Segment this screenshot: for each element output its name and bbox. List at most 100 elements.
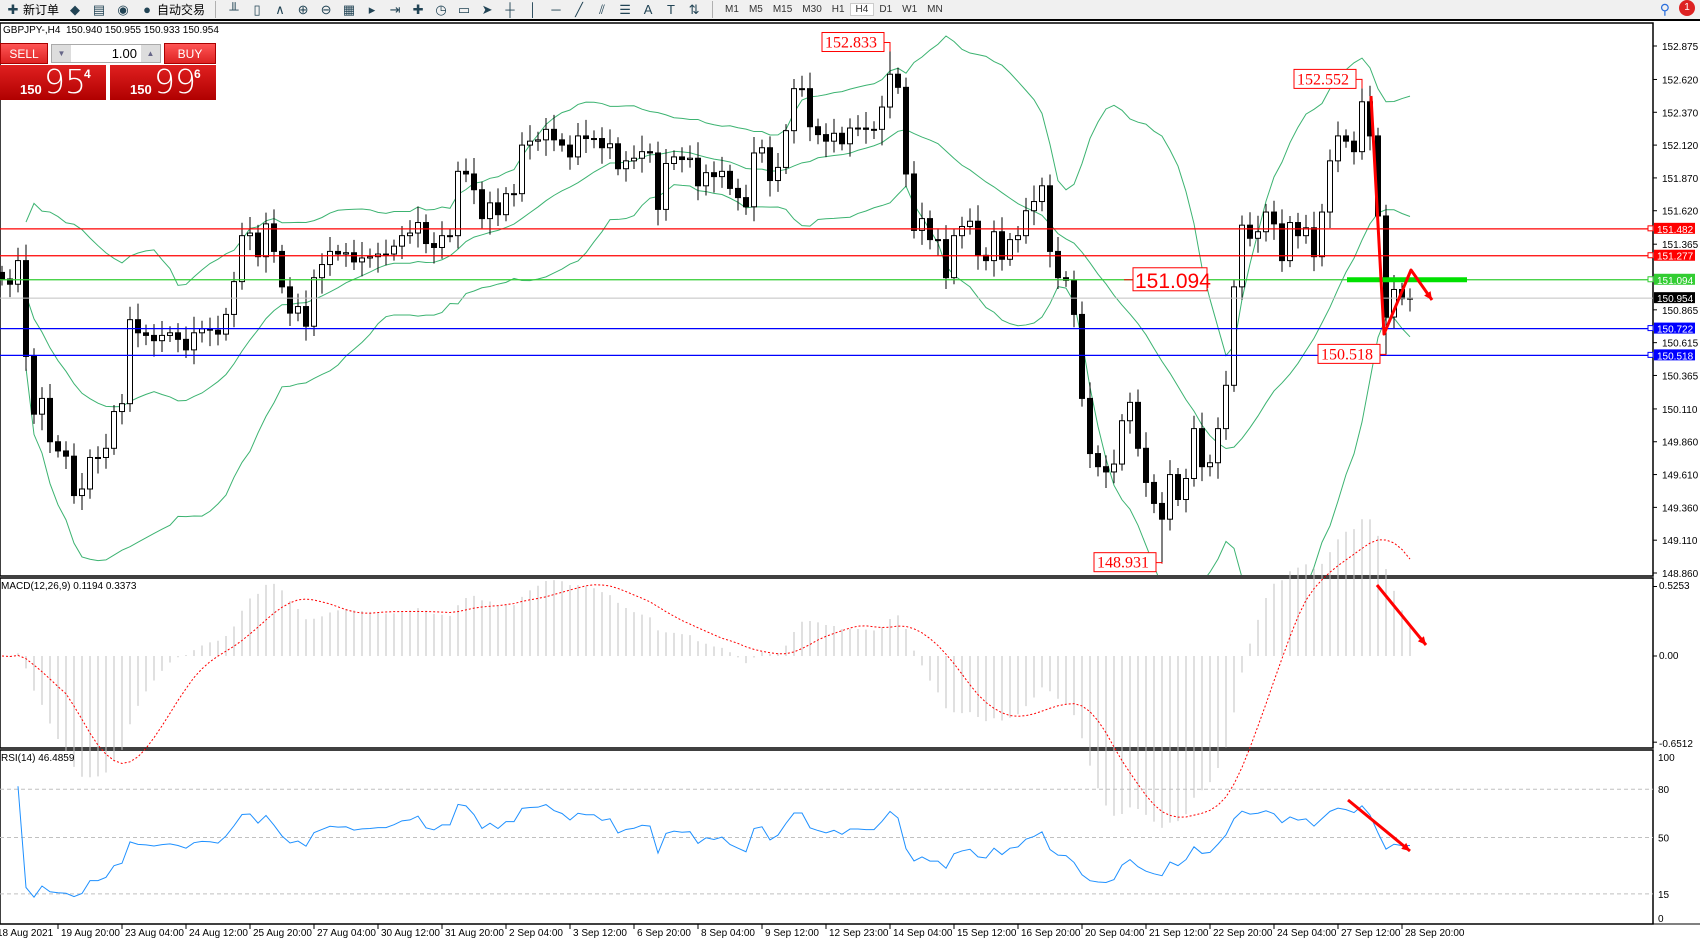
candle [431,232,437,264]
time-tick-label: 16 Sep 20:00 [1021,928,1081,939]
candle-body [1103,466,1109,473]
candle [79,472,85,510]
text-label-icon[interactable]: T [667,1,675,17]
volume-input[interactable]: 1.00 [111,46,137,61]
search-icon[interactable]: ⚲ [1659,1,1670,17]
volume-decrease-button[interactable]: ▼ [52,45,71,62]
macd-panel-frame [0,577,1654,749]
price-line-label: 150.722 [1657,325,1694,336]
new-order-button[interactable]: ✚ 新订单 [2,1,62,19]
bar-chart-icon[interactable]: ╨ [229,1,239,17]
candle-body [1087,397,1093,455]
candle [1303,214,1309,244]
volume-increase-button[interactable]: ▲ [141,45,160,62]
timeframe-d1[interactable]: D1 [879,4,893,15]
candle-chart-icon[interactable]: ▯ [253,1,261,17]
timeframe-m1[interactable]: M1 [725,4,739,15]
candle-body [615,143,621,170]
candle-body [119,403,125,413]
candle [535,131,541,151]
periods-icon[interactable]: ◷ [435,1,447,17]
chart-shift-icon[interactable]: ⇥ [389,1,401,17]
candle [1039,177,1045,212]
time-tick-label: 9 Sep 12:00 [765,928,819,939]
candle-body [807,88,813,128]
candle [1167,460,1173,531]
sell-button[interactable]: SELL [0,43,48,64]
candle [1287,215,1293,268]
timeframe-h1[interactable]: H1 [831,4,845,15]
candle-body [263,223,269,258]
candle-body [1119,420,1125,465]
timeframe-w1[interactable]: W1 [902,4,918,15]
arrows-icon[interactable]: ⇅ [688,1,700,17]
candle-body [663,162,669,210]
candle-body [399,235,405,247]
annotation-box [1132,267,1208,292]
candle-body [183,338,189,351]
candle [703,164,709,196]
autotrading-button[interactable]: ● 自动交易 [136,1,208,19]
sell-price-button[interactable]: 150 95 4 [0,62,106,101]
text-icon[interactable]: A [643,1,653,17]
timeframe-m30[interactable]: M30 [802,4,822,15]
candle-body [1183,477,1189,500]
candle-body [1311,227,1317,258]
zoom-in-icon[interactable]: ⊕ [297,1,309,17]
candle [911,161,917,239]
autoscroll-icon[interactable]: ▸ [368,1,376,17]
candle [999,217,1005,271]
buy-price-button[interactable]: 150 99 6 [110,62,216,101]
crosshair-icon[interactable]: ┼ [505,1,515,17]
candle-body [919,218,925,231]
candle [191,316,197,365]
trendline-icon[interactable]: ╱ [575,1,583,17]
candle [1151,474,1157,514]
candle [527,125,533,160]
line-chart-icon[interactable]: ∧ [275,1,285,17]
rsi-line [17,786,1411,898]
zoom-out-icon[interactable]: ⊖ [320,1,332,17]
timeframe-m15[interactable]: M15 [772,4,793,15]
indicators-icon[interactable]: ✚ [412,1,424,17]
market-watch-button[interactable]: ◆ [64,1,86,19]
horizontal-line-icon[interactable]: ─ [551,1,561,17]
extreme-label-box [1317,343,1381,364]
candle-body [71,455,77,497]
volume-stepper[interactable]: ▼ 1.00 ▲ [51,44,161,63]
candle [855,115,861,137]
gold-icon: ◆ [70,1,81,17]
timeframe-mn[interactable]: MN [927,4,943,15]
vertical-line-icon[interactable]: │ [528,1,538,17]
price-tick-label: 149.860 [1662,438,1699,449]
signals-button[interactable]: ◉ [112,1,134,19]
candle [647,143,653,163]
time-tick-label: 24 Aug 12:00 [189,928,248,939]
fibonacci-icon[interactable]: ☰ [619,1,631,17]
candle [935,228,941,256]
candle [311,269,317,336]
templates-icon[interactable]: ▭ [457,1,471,17]
candle [1079,301,1085,407]
equidistant-channel-icon[interactable]: ⫽ [599,1,605,17]
candle-body [199,328,205,334]
rsi-tick-label: 80 [1658,785,1670,796]
candle-body [39,397,45,415]
candle [983,247,989,271]
main-panel-frame [0,22,1654,577]
notification-badge[interactable]: 1 [1679,0,1695,16]
buy-button[interactable]: BUY [164,43,216,64]
candle-body [535,139,541,142]
time-tick-label: 31 Aug 20:00 [445,928,504,939]
candle-body [431,243,437,248]
data-window-button[interactable]: ▤ [88,1,110,19]
candle-body [1167,474,1173,520]
candle [383,239,389,266]
timeframe-h4[interactable]: H4 [849,3,875,16]
cursor-icon[interactable]: ➤ [481,1,493,17]
tile-windows-icon[interactable]: ▦ [342,1,356,17]
candle-body [383,253,389,256]
candle [815,118,821,145]
timeframe-m5[interactable]: M5 [748,4,763,15]
